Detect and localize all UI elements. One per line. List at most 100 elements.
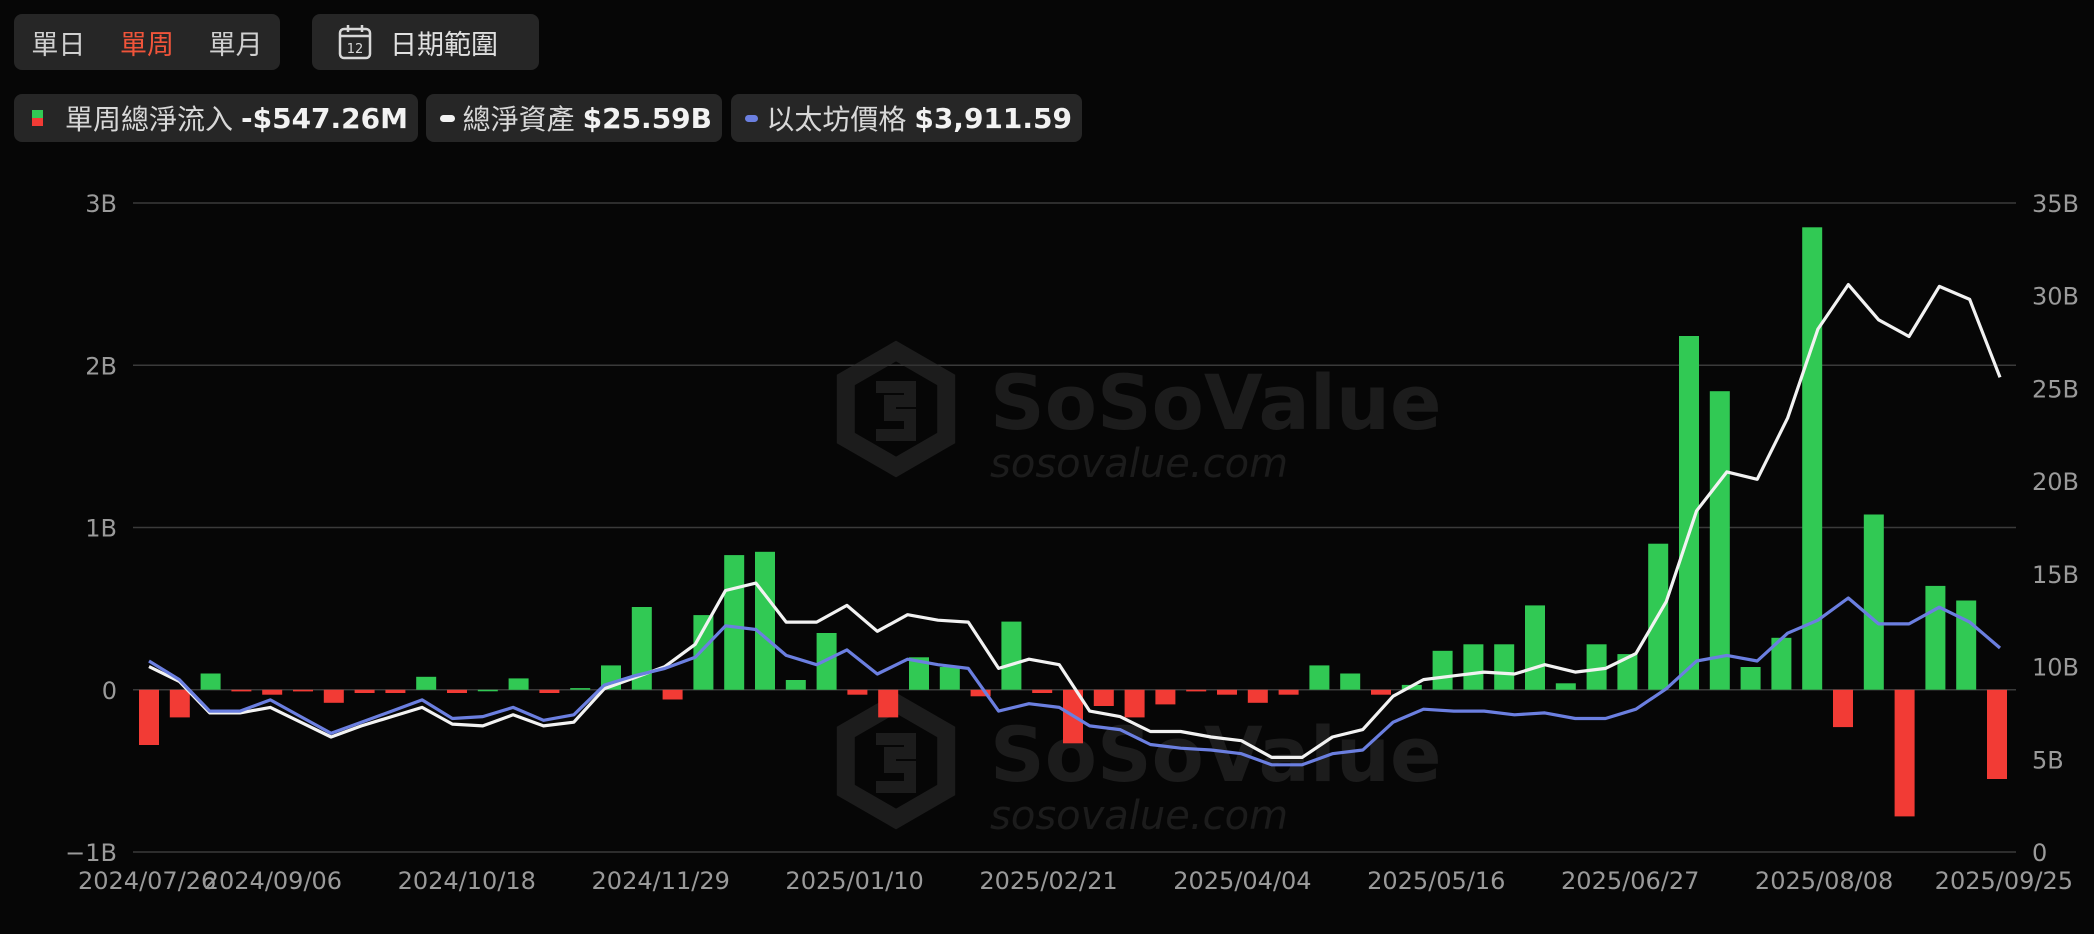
flow-bar — [1124, 689, 1145, 718]
y-axis-right: 35B 30B 25B 20B 15B 10B 5B 0 — [2032, 190, 2079, 867]
flow-bar — [1340, 673, 1361, 690]
flow-bar — [200, 673, 221, 690]
flow-bar — [293, 689, 313, 692]
assets-legend-marker — [440, 114, 455, 122]
flow-bar — [1740, 667, 1761, 690]
period-daily[interactable]: 單日 — [31, 29, 86, 61]
flow-bar — [508, 678, 529, 690]
y-right-tick-label: 5B — [2032, 746, 2064, 774]
watermark-logo-hex — [836, 340, 956, 478]
flow-bar — [169, 689, 190, 718]
flow-bar — [693, 615, 714, 690]
y-right-tick-label: 30B — [2032, 283, 2079, 311]
flow-bar — [354, 689, 375, 693]
flow-bar — [1555, 683, 1576, 690]
flow-bar — [1186, 689, 1207, 692]
y-left-tick-label: 0 — [102, 677, 117, 705]
period-selector: 單日 單周 單月 — [14, 14, 280, 70]
grid-lines — [133, 202, 2016, 853]
flow-bar — [1709, 391, 1730, 690]
flow-bar — [416, 676, 437, 690]
flow-bar — [970, 689, 991, 697]
flow-bar — [1894, 689, 1915, 817]
flow-bar — [1155, 689, 1176, 705]
svg-text:12: 12 — [347, 42, 364, 57]
period-monthly[interactable]: 單月 — [208, 29, 263, 61]
y-right-tick-label: 15B — [2032, 561, 2079, 589]
flow-bar — [1863, 514, 1884, 690]
legend-price-label: 以太坊價格 — [766, 103, 907, 136]
flow-bar — [477, 689, 498, 692]
series-lines — [148, 283, 2002, 767]
y-right-tick-label: 10B — [2032, 654, 2079, 682]
x-tick-label: 2025/04/04 — [1173, 867, 1311, 895]
flow-bar — [909, 657, 929, 690]
flow-bar — [847, 689, 868, 695]
price-legend-marker — [745, 114, 759, 122]
x-tick-label: 2025/02/21 — [979, 867, 1117, 895]
flow-bar — [1833, 689, 1853, 728]
legend-price-value: $3,911.59 — [914, 101, 1072, 135]
x-tick-label: 2024/10/18 — [398, 867, 536, 895]
flow-bar — [1525, 605, 1545, 690]
flow-bar — [1432, 650, 1453, 690]
period-weekly[interactable]: 單周 — [119, 29, 174, 61]
x-tick-label: 2024/09/06 — [204, 867, 342, 895]
flow-bar — [139, 689, 159, 745]
watermark-logo-hex — [836, 692, 956, 830]
date-range-button[interactable]: 12 日期範圍 — [312, 14, 539, 70]
assets-line — [148, 283, 2002, 760]
x-tick-label: 2025/06/27 — [1561, 867, 1699, 895]
flow-bar — [1217, 689, 1237, 695]
flow-bar — [755, 551, 775, 690]
price-line — [148, 596, 2002, 767]
x-tick-label: 2025/09/25 — [1935, 867, 2073, 895]
date-range-label: 日期範圍 — [390, 29, 498, 61]
flow-bar — [1956, 600, 1977, 690]
flow-bar — [1371, 689, 1391, 695]
legend-flow[interactable]: 單周總淨流入 -$547.26M — [14, 94, 418, 142]
flow-bar — [724, 555, 745, 690]
flow-bar — [1987, 689, 2007, 779]
flow-bar — [1032, 689, 1053, 693]
y-left-tick-label: 3B — [85, 190, 117, 218]
x-tick-label: 2025/01/10 — [785, 867, 923, 895]
flow-legend-marker — [32, 110, 43, 126]
y-right-tick-label: 0 — [2032, 839, 2047, 867]
flow-bar — [1586, 644, 1607, 690]
legend-price[interactable]: 以太坊價格 $3,911.59 — [731, 94, 1082, 142]
x-tick-label: 2025/05/16 — [1367, 867, 1505, 895]
watermark-url: sosovalue.com — [990, 441, 1288, 487]
flow-bar — [570, 688, 591, 690]
flow-bars — [139, 227, 2007, 817]
y-right-tick-label: 25B — [2032, 375, 2079, 403]
flow-bar — [447, 689, 467, 693]
legend-flow-value: -$547.26M — [240, 101, 408, 135]
x-tick-label: 2025/08/08 — [1755, 867, 1893, 895]
y-left-tick-label: 2B — [85, 352, 117, 380]
flow-bar — [1617, 654, 1638, 690]
flow-bar — [1278, 689, 1299, 695]
flow-bar — [1463, 644, 1484, 690]
watermark-brand: SoSoValue — [990, 358, 1442, 447]
x-tick-label: 2024/11/29 — [592, 867, 730, 895]
legend-flow-label: 單周總淨流入 — [64, 103, 233, 136]
flow-bar — [1802, 227, 1823, 690]
flow-bar — [662, 689, 683, 700]
flow-bar — [1247, 689, 1268, 703]
flow-bar — [1679, 336, 1699, 690]
flow-bar — [323, 689, 344, 703]
flow-bar — [1093, 689, 1114, 706]
legend-assets-label: 總淨資產 — [462, 103, 575, 136]
watermark-logo-glyph — [876, 381, 916, 441]
y-right-tick-label: 35B — [2032, 190, 2079, 218]
flow-bar — [878, 689, 899, 718]
flow-bar — [231, 689, 252, 692]
flow-bar — [785, 680, 806, 690]
legend-assets[interactable]: 總淨資產 $25.59B — [426, 94, 722, 142]
y-left-tick-label: −1B — [65, 839, 117, 867]
flow-bar — [1925, 585, 1946, 690]
